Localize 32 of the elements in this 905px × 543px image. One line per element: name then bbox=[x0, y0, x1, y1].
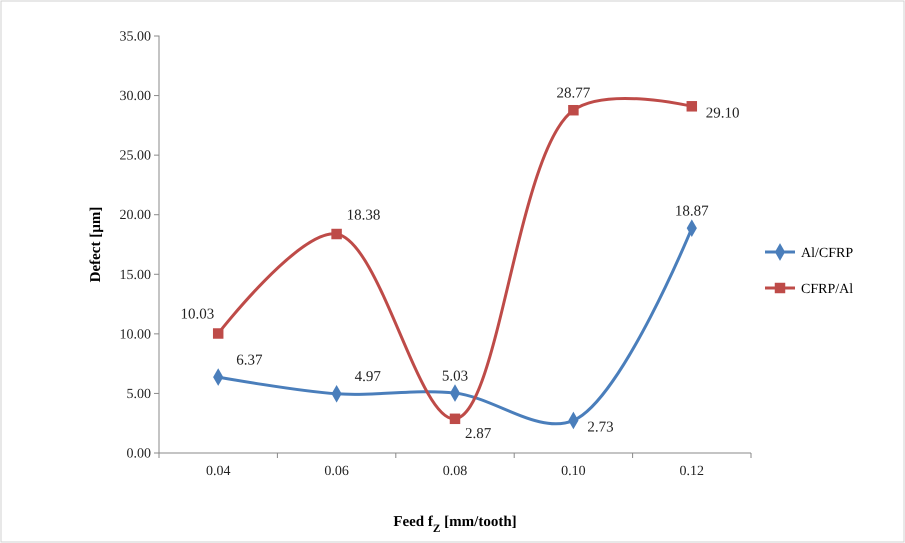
x-tick-label: 0.12 bbox=[680, 464, 704, 479]
y-tick-label: 5.00 bbox=[126, 386, 151, 402]
y-tick-label: 0.00 bbox=[126, 446, 151, 462]
y-tick-label: 15.00 bbox=[120, 268, 151, 283]
x-tick-label: 0.04 bbox=[206, 464, 230, 479]
point bbox=[212, 328, 224, 339]
data-label: 6.37 bbox=[236, 352, 263, 368]
x-tick-label: 0.06 bbox=[324, 464, 349, 479]
data-label: 10.03 bbox=[180, 306, 214, 323]
data-label: 18.87 bbox=[674, 203, 710, 220]
point bbox=[568, 104, 579, 116]
legend-label: CFRP/Al bbox=[801, 282, 854, 297]
data-label: 4.97 bbox=[354, 369, 382, 386]
y-tick-label: 25.00 bbox=[120, 148, 151, 164]
x-tick-label: 0.08 bbox=[442, 464, 468, 479]
data-label: 2.87 bbox=[465, 426, 492, 442]
data-label: 5.03 bbox=[442, 368, 468, 384]
point bbox=[686, 101, 698, 112]
y-tick-label: 20.00 bbox=[120, 208, 151, 224]
data-label: 2.73 bbox=[587, 420, 614, 436]
point bbox=[450, 414, 460, 424]
x-axis-title: Feed f$_{Z}$ [mm/tooth] bbox=[393, 514, 517, 535]
y-tick-label: 35.00 bbox=[120, 29, 151, 44]
data-label: 18.38 bbox=[346, 207, 380, 224]
y-axis-title: Defect [µm] bbox=[88, 206, 104, 282]
y-tick-label: 30.00 bbox=[120, 89, 151, 104]
point bbox=[331, 228, 342, 240]
legend-label: Al/CFRP bbox=[801, 246, 854, 261]
x-tick-label: 0.10 bbox=[561, 464, 586, 479]
data-label: 28.77 bbox=[556, 85, 591, 102]
y-tick-label: 10.00 bbox=[120, 327, 151, 342]
data-label: 29.10 bbox=[706, 106, 740, 122]
